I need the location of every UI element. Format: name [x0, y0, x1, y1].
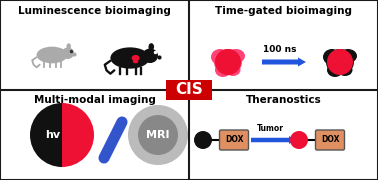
Text: Time-gated bioimaging: Time-gated bioimaging — [215, 6, 352, 16]
Ellipse shape — [67, 43, 71, 49]
Text: MRI: MRI — [146, 130, 170, 140]
Circle shape — [138, 115, 178, 155]
Ellipse shape — [226, 64, 240, 76]
Ellipse shape — [339, 49, 357, 63]
Ellipse shape — [227, 49, 245, 63]
Ellipse shape — [215, 63, 231, 77]
Circle shape — [290, 131, 308, 149]
FancyArrow shape — [251, 136, 296, 144]
Text: Theranostics: Theranostics — [246, 95, 321, 105]
Ellipse shape — [338, 64, 353, 76]
Text: 100 ns: 100 ns — [263, 45, 297, 54]
Ellipse shape — [37, 47, 67, 63]
Circle shape — [215, 49, 241, 75]
Text: hv: hv — [45, 130, 60, 140]
Ellipse shape — [211, 49, 229, 65]
Ellipse shape — [326, 49, 354, 75]
Circle shape — [128, 105, 188, 165]
Text: DOX: DOX — [321, 136, 339, 145]
Ellipse shape — [132, 55, 139, 61]
Ellipse shape — [323, 49, 341, 65]
Ellipse shape — [110, 47, 150, 69]
Text: Luminescence bioimaging: Luminescence bioimaging — [18, 6, 171, 16]
Ellipse shape — [62, 48, 74, 59]
Text: Tumor: Tumor — [257, 124, 284, 133]
FancyBboxPatch shape — [166, 80, 212, 100]
Ellipse shape — [143, 48, 158, 63]
Text: DOX: DOX — [225, 136, 243, 145]
Circle shape — [194, 131, 212, 149]
Ellipse shape — [214, 49, 242, 75]
Text: CIS: CIS — [175, 82, 203, 98]
Ellipse shape — [149, 43, 154, 50]
Wedge shape — [30, 103, 62, 167]
FancyArrow shape — [262, 57, 306, 66]
Ellipse shape — [327, 63, 343, 77]
FancyBboxPatch shape — [220, 130, 248, 150]
Text: Multi-modal imaging: Multi-modal imaging — [34, 95, 155, 105]
FancyBboxPatch shape — [316, 130, 344, 150]
Ellipse shape — [133, 59, 138, 63]
Wedge shape — [62, 103, 94, 167]
Circle shape — [327, 49, 353, 75]
